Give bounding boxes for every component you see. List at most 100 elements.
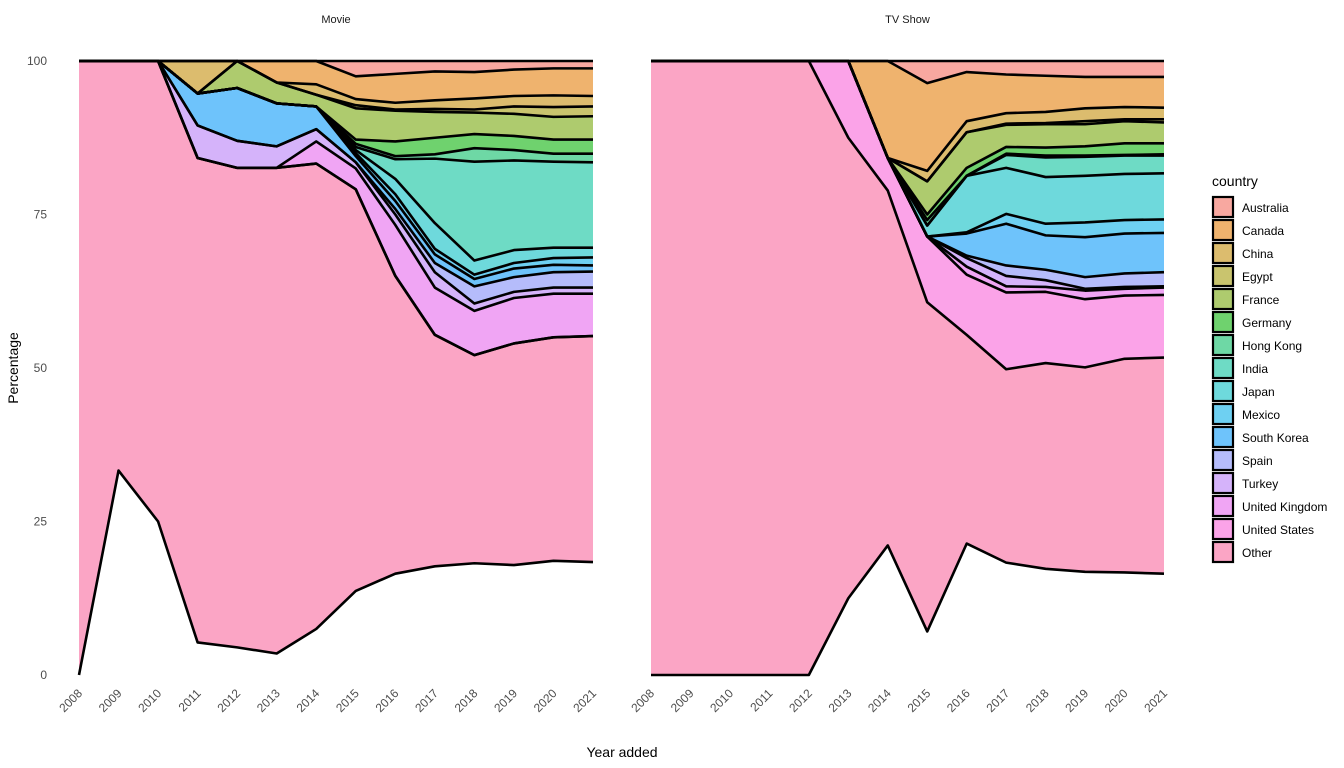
area-france bbox=[79, 61, 593, 142]
legend-swatch bbox=[1211, 241, 1235, 265]
x-tick-label: 2020 bbox=[531, 686, 560, 715]
x-tick-label: 2021 bbox=[570, 686, 599, 715]
area-india bbox=[79, 61, 593, 261]
legend-label: China bbox=[1242, 247, 1274, 261]
legend-item-china: China bbox=[1211, 241, 1274, 265]
legend-swatch bbox=[1211, 517, 1235, 541]
legend-swatch bbox=[1211, 264, 1235, 288]
x-tick-label: 2008 bbox=[628, 686, 657, 715]
legend-item-south-korea: South Korea bbox=[1211, 425, 1309, 449]
x-tick-label: 2017 bbox=[412, 686, 441, 715]
x-tick-label: 2012 bbox=[214, 686, 243, 715]
legend: Australia Canada China Egypt France Germany Ho… bbox=[1211, 195, 1327, 564]
x-tick-label: 2021 bbox=[1141, 686, 1170, 715]
legend-swatch bbox=[1211, 287, 1235, 311]
legend-swatch bbox=[1211, 402, 1235, 426]
x-tick-label: 2011 bbox=[747, 686, 775, 714]
legend-label: United States bbox=[1242, 523, 1314, 537]
y-tick-label: 0 bbox=[40, 668, 47, 682]
legend-label: Japan bbox=[1242, 385, 1275, 399]
legend-label: United Kingdom bbox=[1242, 500, 1327, 514]
area-canada bbox=[79, 61, 593, 103]
panels-layer: Movie 2008 2009 2010 2011 2012 2013 2014 2015 201… bbox=[56, 14, 1170, 715]
area-south-korea bbox=[651, 61, 1164, 278]
legend-title: country bbox=[1212, 173, 1258, 189]
x-tick-label: 2010 bbox=[707, 686, 736, 715]
legend-swatch bbox=[1211, 218, 1235, 242]
y-tick-label: 100 bbox=[27, 54, 47, 68]
legend-label: Hong Kong bbox=[1242, 339, 1302, 353]
x-tick-label: 2015 bbox=[333, 686, 362, 715]
legend-item-canada: Canada bbox=[1211, 218, 1284, 242]
legend-label: Turkey bbox=[1242, 477, 1278, 491]
x-tick-label: 2015 bbox=[905, 686, 934, 715]
legend-item-other: Other bbox=[1211, 540, 1272, 564]
legend-label: South Korea bbox=[1242, 431, 1309, 445]
x-tick-label: 2014 bbox=[294, 686, 323, 715]
series-boundary-line bbox=[77, 469, 594, 676]
x-tick-label: 2013 bbox=[826, 686, 855, 715]
x-tick-label: 2020 bbox=[1102, 686, 1131, 715]
area-france bbox=[651, 61, 1164, 215]
legend-swatch bbox=[1211, 195, 1235, 219]
legend-item-united-kingdom: United Kingdom bbox=[1211, 494, 1327, 518]
series-boundary-line bbox=[79, 59, 594, 288]
legend-label: India bbox=[1242, 362, 1268, 376]
x-axis-title: Year added bbox=[586, 744, 657, 760]
legend-item-germany: Germany bbox=[1211, 310, 1291, 334]
legend-item-spain: Spain bbox=[1211, 448, 1273, 472]
x-tick-label: 2011 bbox=[176, 686, 204, 714]
legend-label: Egypt bbox=[1242, 270, 1273, 284]
x-tick-label: 2010 bbox=[135, 686, 164, 715]
series-boundary-line bbox=[79, 59, 593, 313]
x-tick-label: 2018 bbox=[1023, 686, 1052, 715]
area-australia bbox=[651, 61, 1164, 84]
area-spain bbox=[79, 61, 593, 304]
x-tick-label: 2012 bbox=[786, 686, 815, 715]
legend-swatch bbox=[1211, 494, 1235, 518]
panel-strip-title: TV Show bbox=[885, 14, 930, 26]
x-tick-label: 2014 bbox=[865, 686, 894, 715]
x-tick-label: 2009 bbox=[96, 686, 125, 715]
y-axis: 0 25 50 75 100 bbox=[27, 54, 47, 682]
x-tick-label: 2016 bbox=[373, 686, 402, 715]
legend-label: Australia bbox=[1242, 201, 1289, 215]
area-other bbox=[79, 61, 593, 675]
panel-strip-title: Movie bbox=[321, 14, 350, 26]
x-tick-label: 2019 bbox=[491, 686, 520, 715]
y-tick-label: 50 bbox=[34, 361, 48, 375]
legend-swatch bbox=[1211, 310, 1235, 334]
x-tick-label: 2008 bbox=[56, 686, 85, 715]
legend-item-australia: Australia bbox=[1211, 195, 1289, 219]
y-axis-title: Percentage bbox=[5, 332, 21, 404]
x-tick-label: 2013 bbox=[254, 686, 283, 715]
legend-item-egypt: Egypt bbox=[1211, 264, 1273, 288]
legend-item-mexico: Mexico bbox=[1211, 402, 1280, 426]
panel-tv-show: TV Show 2008 2009 2010 2011 2012 2013 2014 2015 2… bbox=[628, 14, 1170, 715]
legend-label: Mexico bbox=[1242, 408, 1280, 422]
legend-swatch bbox=[1211, 540, 1235, 564]
legend-swatch bbox=[1211, 425, 1235, 449]
x-tick-label: 2018 bbox=[452, 686, 481, 715]
x-tick-label: 2016 bbox=[944, 686, 973, 715]
area-canada bbox=[651, 61, 1164, 171]
legend-label: France bbox=[1242, 293, 1280, 307]
area-egypt bbox=[79, 61, 593, 117]
area-japan bbox=[79, 61, 593, 275]
legend-swatch bbox=[1211, 379, 1235, 403]
legend-item-united-states: United States bbox=[1211, 517, 1314, 541]
area-south-korea bbox=[79, 61, 593, 287]
legend-item-france: France bbox=[1211, 287, 1280, 311]
legend-item-india: India bbox=[1211, 356, 1268, 380]
series-boundary-line bbox=[651, 542, 1165, 677]
area-japan bbox=[651, 61, 1164, 237]
x-tick-label: 2009 bbox=[668, 686, 697, 715]
legend-swatch bbox=[1211, 471, 1235, 495]
legend-item-turkey: Turkey bbox=[1211, 471, 1278, 495]
x-tick-label: 2019 bbox=[1062, 686, 1091, 715]
legend-swatch bbox=[1211, 448, 1235, 472]
area-china bbox=[79, 61, 593, 110]
legend-label: Germany bbox=[1242, 316, 1291, 330]
panel-movie: Movie 2008 2009 2010 2011 2012 2013 2014 2015 201… bbox=[56, 14, 599, 715]
